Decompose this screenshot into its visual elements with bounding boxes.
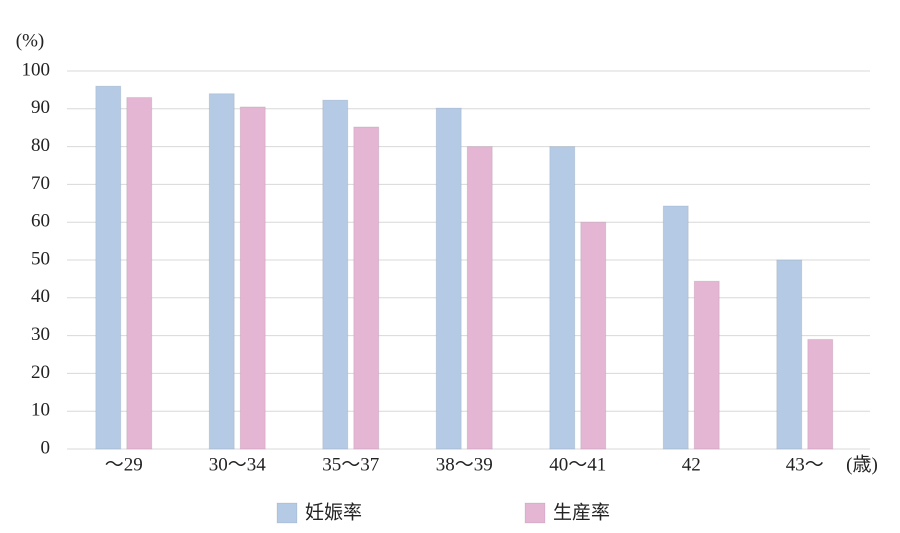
bar xyxy=(807,338,834,450)
x-tick-label: 〜29 xyxy=(105,454,143,475)
y-tick-label: 70 xyxy=(31,173,50,194)
y-tick-label: 20 xyxy=(31,362,50,383)
x-axis-label: (歳) xyxy=(846,453,878,475)
legend-label: 生産率 xyxy=(553,501,610,523)
bar xyxy=(776,259,803,450)
x-tick-label: 35〜37 xyxy=(322,454,379,475)
legend-label: 妊娠率 xyxy=(305,501,362,523)
x-tick-label: 42 xyxy=(682,454,701,475)
bar xyxy=(322,99,349,450)
x-tick-label: 40〜41 xyxy=(549,454,606,475)
bar xyxy=(353,126,380,450)
bar xyxy=(208,93,235,450)
bar xyxy=(95,85,122,450)
bar xyxy=(466,146,493,450)
y-tick-label: 50 xyxy=(31,248,50,269)
bar xyxy=(239,106,266,450)
bar xyxy=(126,96,153,450)
y-tick-label: 90 xyxy=(31,97,50,118)
bar xyxy=(549,146,576,450)
bar xyxy=(662,205,689,450)
x-tick-label: 38〜39 xyxy=(436,454,493,475)
y-tick-label: 60 xyxy=(31,211,50,232)
y-tick-label: 30 xyxy=(31,324,50,345)
bar xyxy=(435,107,462,450)
y-tick-label: 100 xyxy=(22,59,51,80)
legend-swatch xyxy=(524,502,546,524)
y-tick-label: 80 xyxy=(31,135,50,156)
bar xyxy=(693,280,720,450)
y-tick-label: 10 xyxy=(31,400,50,421)
bar xyxy=(580,221,607,450)
y-tick-label: 40 xyxy=(31,286,50,307)
y-tick-label: 0 xyxy=(41,437,51,458)
x-tick-label: 43〜 xyxy=(786,454,824,475)
legend-swatch xyxy=(276,502,298,524)
x-tick-label: 30〜34 xyxy=(209,454,267,475)
y-axis-label: (%) xyxy=(16,30,44,51)
